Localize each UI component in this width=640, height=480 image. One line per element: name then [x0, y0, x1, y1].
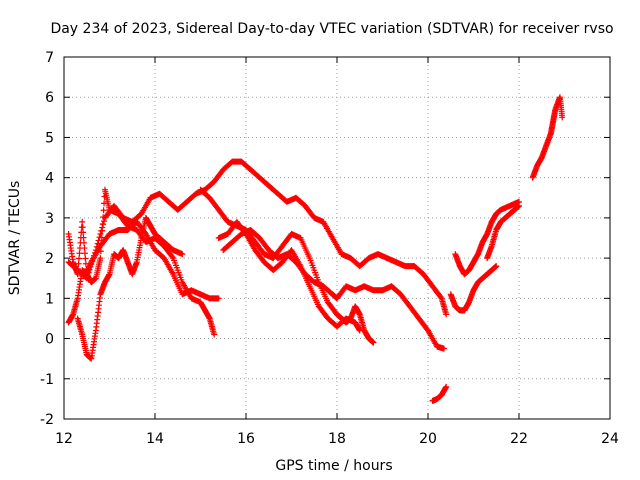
data-point — [179, 251, 186, 258]
data-point — [100, 214, 107, 221]
y-axis-label: SDTVAR / TECUs — [7, 181, 23, 296]
x-tick-label: 24 — [601, 431, 619, 447]
data-point — [80, 234, 87, 241]
data-point — [81, 239, 88, 246]
series-track-i — [452, 198, 522, 278]
data-point — [100, 207, 107, 214]
data-point — [356, 327, 363, 334]
x-tick-label: 18 — [328, 431, 346, 447]
data-point — [75, 265, 82, 272]
y-tick-label: 5 — [45, 130, 54, 146]
data-point — [81, 250, 88, 257]
plot-frame — [63, 56, 611, 420]
data-point — [211, 331, 218, 338]
x-tick-label: 16 — [237, 431, 255, 447]
data-point — [516, 202, 522, 209]
data-layer — [65, 94, 566, 404]
data-point — [101, 218, 108, 225]
series-track-f — [215, 218, 363, 334]
data-point — [80, 229, 87, 236]
series-track-c — [65, 218, 222, 326]
x-tick-label: 22 — [510, 431, 528, 447]
x-tick-label: 12 — [55, 431, 73, 447]
data-point — [440, 345, 447, 352]
data-point — [97, 255, 104, 262]
series-track-l — [529, 94, 566, 181]
x-tick-label: 20 — [419, 431, 437, 447]
y-tick-label: 0 — [45, 332, 54, 348]
y-tick-label: 7 — [45, 50, 54, 66]
y-tick-label: 6 — [45, 90, 54, 106]
data-point — [76, 255, 83, 262]
x-tick-label: 14 — [146, 431, 164, 447]
data-point — [443, 383, 450, 390]
y-tick-label: 2 — [45, 251, 54, 267]
series-track-h — [447, 263, 500, 314]
y-tick-label: 1 — [45, 291, 54, 307]
data-point — [493, 263, 500, 270]
chart-title: Day 234 of 2023, Sidereal Day-to-day VTE… — [50, 21, 613, 37]
x-axis-label: GPS time / hours — [275, 458, 392, 474]
series-track-g — [220, 226, 447, 352]
y-tick-label: 4 — [45, 171, 54, 187]
data-point — [95, 237, 102, 244]
data-point — [74, 271, 81, 278]
data-point — [79, 224, 86, 231]
data-point — [75, 260, 82, 267]
data-point — [76, 250, 83, 257]
data-point — [79, 218, 86, 225]
data-point — [443, 311, 450, 318]
data-point — [99, 227, 106, 234]
series-track-j — [484, 202, 522, 262]
series-track-d — [74, 214, 186, 362]
data-point — [81, 245, 88, 252]
data-point — [437, 294, 444, 301]
series-track-k — [429, 383, 450, 404]
data-point — [98, 234, 105, 241]
data-point — [97, 230, 104, 237]
data-point — [99, 220, 106, 227]
data-point — [82, 255, 89, 262]
data-point — [82, 260, 89, 267]
data-point — [559, 114, 566, 121]
y-tick-label: -2 — [40, 412, 54, 428]
y-tick-label: -1 — [40, 372, 54, 388]
data-point — [370, 339, 377, 346]
data-point — [169, 253, 176, 260]
grid-layer — [64, 57, 610, 419]
y-tick-label: 3 — [45, 211, 54, 227]
data-point — [215, 295, 222, 302]
